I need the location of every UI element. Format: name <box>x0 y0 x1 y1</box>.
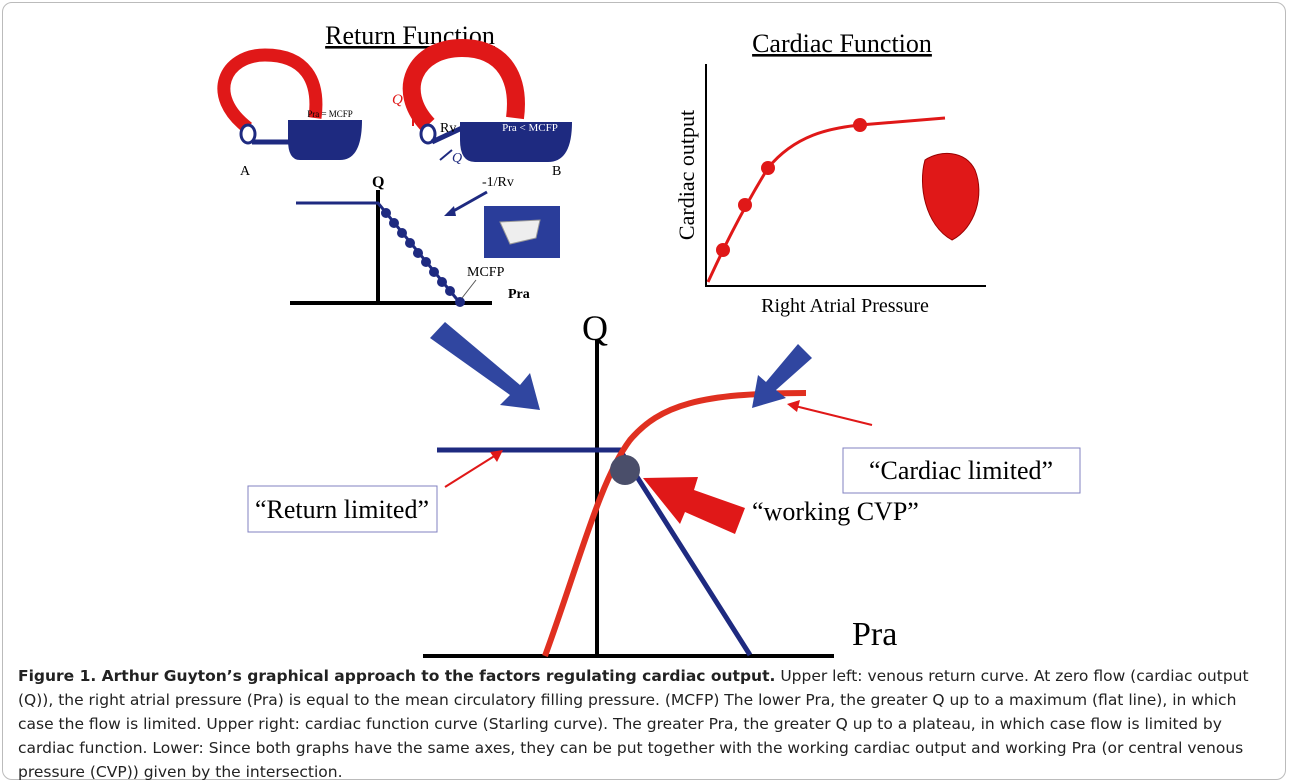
caption: Figure 1. Arthur Guyton’s graphical appr… <box>18 664 1273 784</box>
caption-title: Figure 1. Arthur Guyton’s graphical appr… <box>18 667 775 685</box>
arrowhead <box>490 450 503 462</box>
vessel-loop <box>412 48 516 125</box>
label: B <box>552 164 561 179</box>
reservoir <box>288 120 362 160</box>
label: “Cardiac limited” <box>869 456 1053 485</box>
axis-label: Pra <box>508 287 530 302</box>
axis-label: Q <box>372 174 384 191</box>
label: A <box>240 164 251 179</box>
big-arrow <box>430 322 540 410</box>
big-arrow <box>643 477 745 534</box>
arrowhead <box>787 400 800 412</box>
label: “working CVP” <box>752 497 919 526</box>
figure: Return Function Pra = MCFP A Q Rv Pra < … <box>0 0 1290 664</box>
label: MCFP <box>467 265 505 280</box>
pointer <box>462 280 476 298</box>
panel-title: Cardiac Function <box>752 29 932 58</box>
big-arrow <box>752 344 812 408</box>
label: -1/Rv <box>482 175 514 190</box>
return-curve <box>437 450 750 655</box>
label: “Return limited” <box>255 495 429 524</box>
heart-icon <box>922 153 978 240</box>
vessel-loop <box>224 55 316 128</box>
arrow <box>445 455 496 487</box>
axis-label: Cardiac output <box>674 110 699 240</box>
arrow <box>795 406 872 425</box>
axis-label: Pra <box>852 616 897 653</box>
curve-dots <box>716 118 867 257</box>
arrow <box>440 150 452 160</box>
intersection <box>610 455 640 485</box>
arrowhead <box>444 206 456 216</box>
label: Q <box>452 151 462 166</box>
axis-label: Right Atrial Pressure <box>761 295 929 317</box>
label: Q <box>392 92 403 108</box>
axis-label: Q <box>582 308 608 348</box>
label: Pra = MCFP <box>307 109 353 119</box>
label: Rv <box>440 121 456 136</box>
label: Pra < MCFP <box>502 122 558 134</box>
